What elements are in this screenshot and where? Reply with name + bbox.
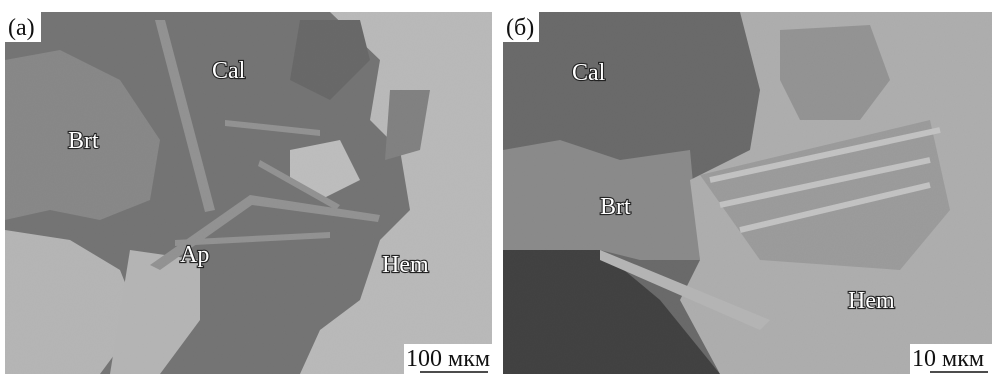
mineral-label: Ap — [180, 242, 209, 268]
mineral-label: Hem — [382, 252, 429, 278]
panel-label: (а) — [8, 15, 35, 41]
mineral-label: Hem — [848, 288, 895, 314]
scale-bar-label: 10 мкм — [912, 346, 984, 372]
mineral-label: Cal — [572, 60, 606, 86]
mineral-label: Brt — [600, 194, 631, 220]
mineral-label: Brt — [68, 128, 99, 154]
figure: (а) (б) Cal Brt Ap Hem Cal Brt Hem 100 м… — [0, 0, 992, 374]
micrograph-a — [5, 12, 492, 374]
scale-bar-label: 100 мкм — [406, 346, 490, 372]
mineral-label: Cal — [212, 58, 246, 84]
panel-label: (б) — [506, 15, 534, 41]
